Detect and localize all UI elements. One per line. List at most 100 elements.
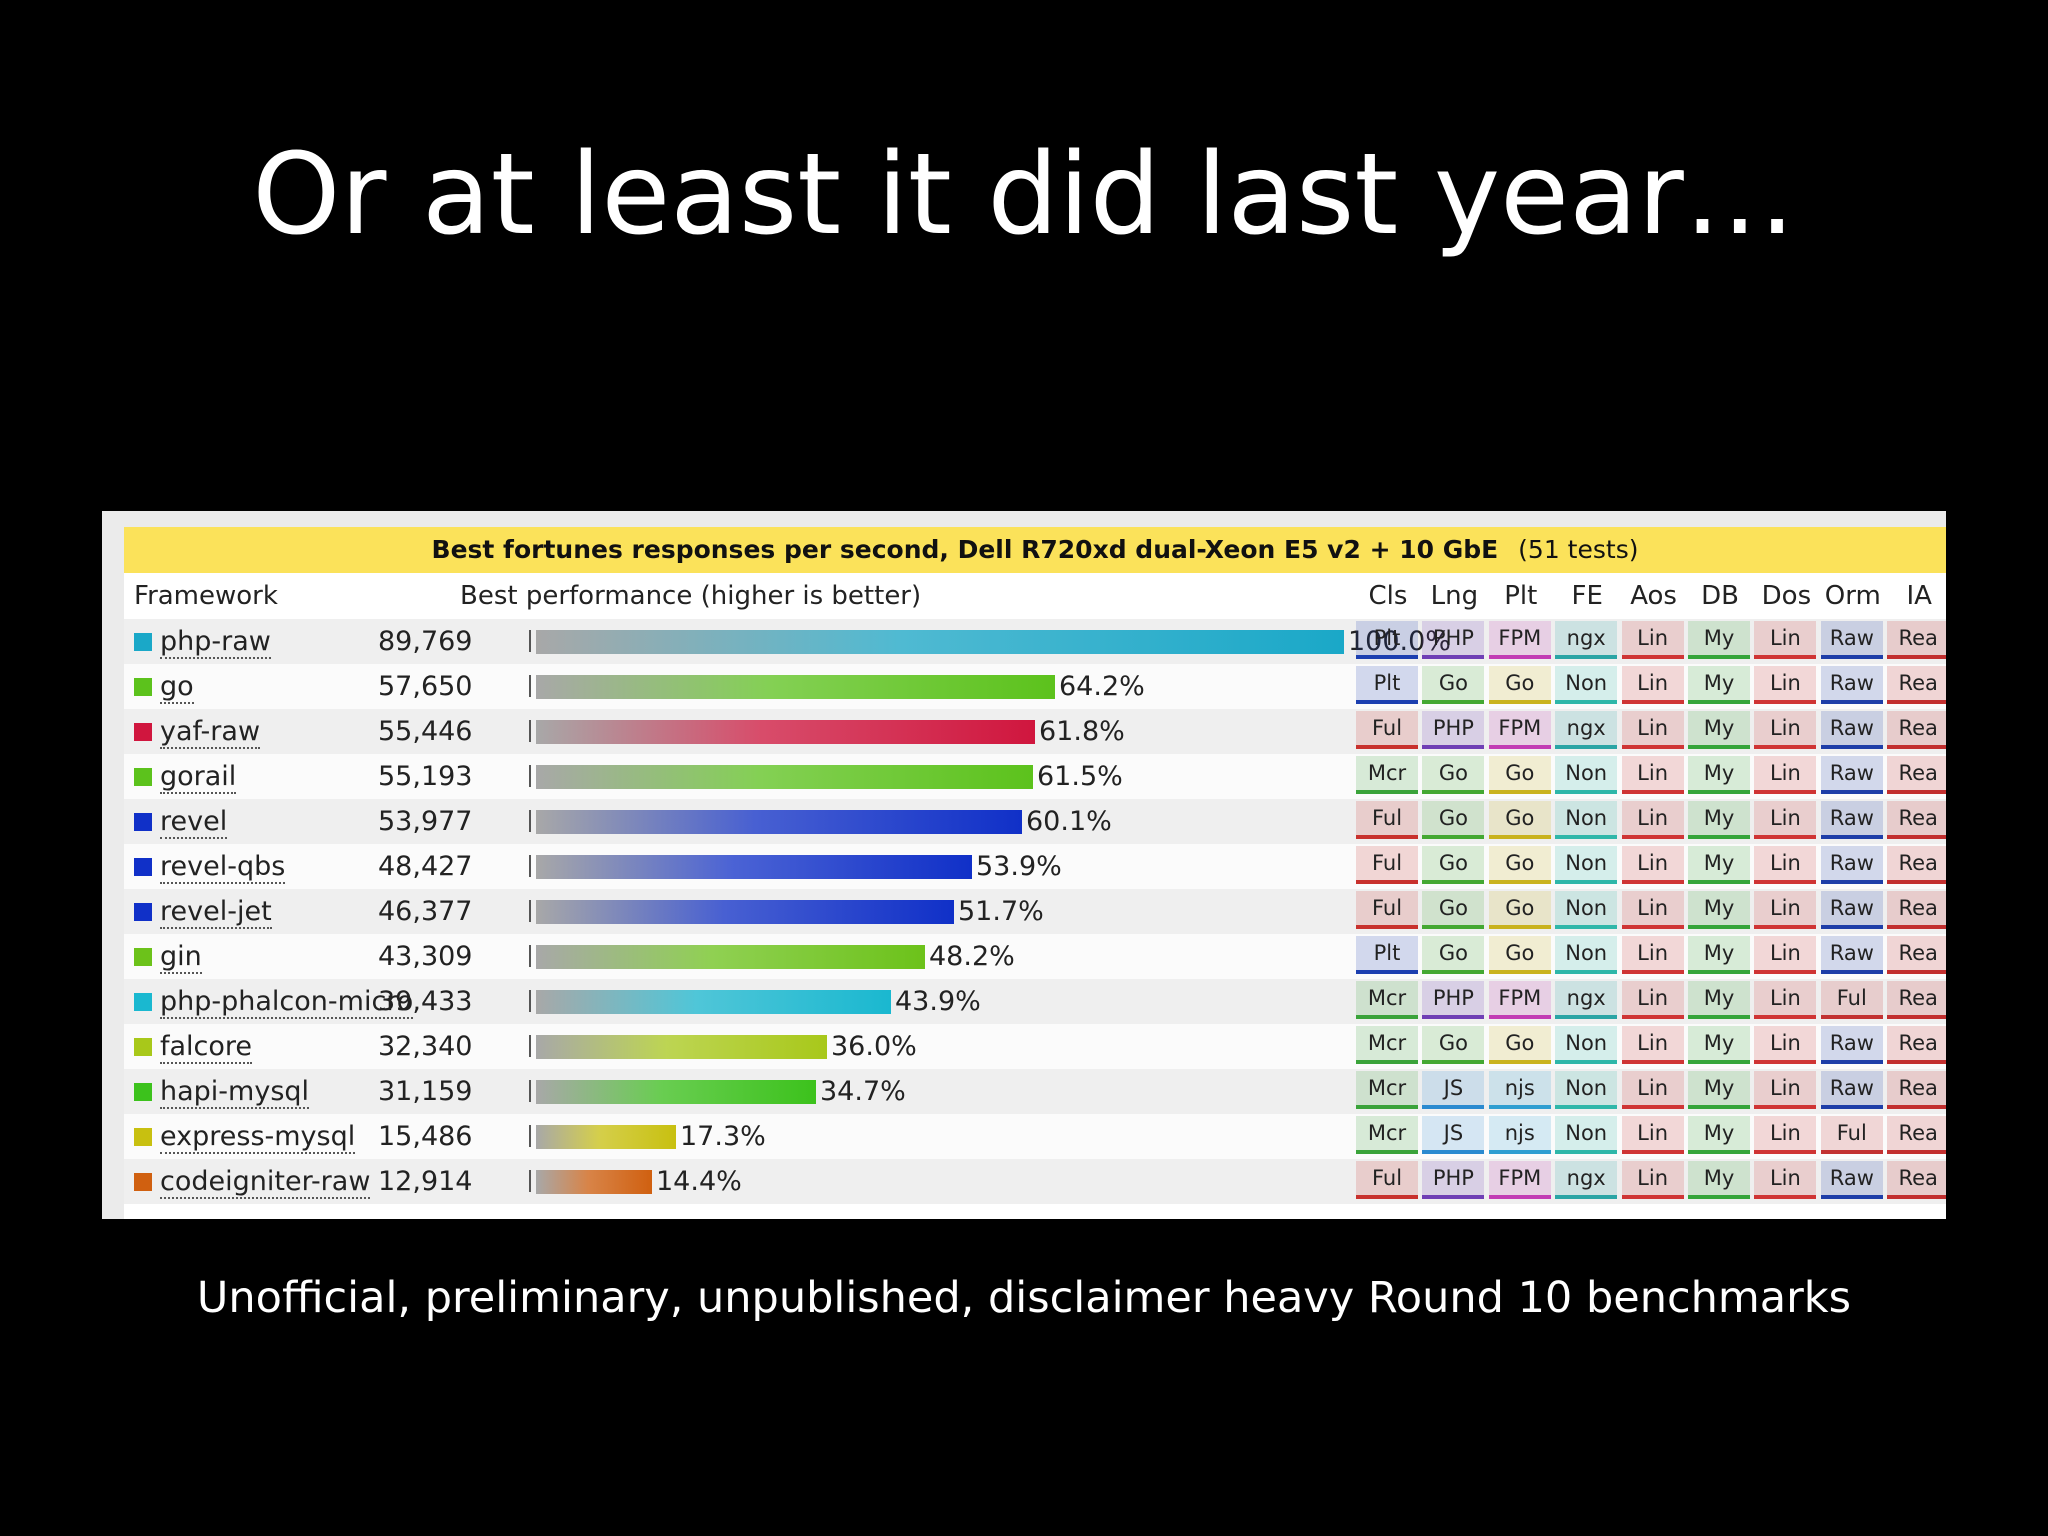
framework-name: yaf-raw	[160, 716, 261, 749]
attr-cell-fe: Non	[1555, 1026, 1618, 1064]
legend-swatch	[134, 903, 152, 921]
attr-cell-fe: ngx	[1555, 711, 1618, 749]
percent-label: 61.5%	[1037, 761, 1123, 792]
table-heading-title: Best fortunes responses per second, Dell…	[431, 535, 1499, 564]
attr-cell-dos: Lin	[1754, 621, 1817, 659]
slide-caption: Unofficial, preliminary, unpublished, di…	[196, 1273, 1852, 1323]
framework-name: express-mysql	[160, 1121, 356, 1154]
table-row: revel 53,977 60.1% Ful Go Go Non Lin My Lin Raw Rea	[124, 799, 1946, 844]
framework-link[interactable]: falcore	[160, 1024, 253, 1069]
attr-column-header-db: DB	[1701, 581, 1739, 611]
performance-bar	[536, 1170, 652, 1194]
attr-cell-lng: Go	[1422, 666, 1485, 704]
bar-origin-tick	[529, 990, 531, 1012]
percent-label: 17.3%	[680, 1121, 766, 1152]
attr-cell-dos: Lin	[1754, 666, 1817, 704]
performance-value: 46,377	[378, 896, 473, 927]
attr-cell-fe: Non	[1555, 936, 1618, 974]
attr-cell-plt: FPM	[1488, 1161, 1551, 1199]
bar-origin-tick	[529, 855, 531, 877]
percent-label: 48.2%	[929, 941, 1015, 972]
framework-link[interactable]: revel-jet	[160, 889, 272, 934]
attr-cell-dos: Lin	[1754, 936, 1817, 974]
performance-bar	[536, 1080, 816, 1104]
legend-swatch	[134, 768, 152, 786]
framework-name: falcore	[160, 1031, 253, 1064]
performance-bar	[536, 630, 1344, 654]
framework-link[interactable]: revel-qbs	[160, 844, 286, 889]
attr-cell-dos: Lin	[1754, 756, 1817, 794]
framework-link[interactable]: revel	[160, 799, 228, 844]
attr-cell-plt: njs	[1488, 1116, 1551, 1154]
attr-cell-ia: Rea	[1887, 621, 1946, 659]
framework-link[interactable]: express-mysql	[160, 1114, 356, 1159]
attr-cell-cls: Ful	[1356, 891, 1418, 929]
framework-link[interactable]: yaf-raw	[160, 709, 261, 754]
performance-bar	[536, 945, 925, 969]
percent-label: 61.8%	[1039, 716, 1125, 747]
attr-cell-plt: FPM	[1488, 711, 1551, 749]
attr-cell-fe: Non	[1555, 1116, 1618, 1154]
performance-value: 55,446	[378, 716, 473, 747]
attr-column-header-aos: Aos	[1630, 581, 1677, 611]
attr-cell-aos: Lin	[1621, 711, 1684, 749]
framework-link[interactable]: php-phalcon-micro	[160, 979, 414, 1024]
framework-link[interactable]: go	[160, 664, 194, 709]
legend-swatch	[134, 858, 152, 876]
framework-link[interactable]: php-raw	[160, 619, 271, 664]
attr-cell-cls: Mcr	[1356, 1116, 1418, 1154]
attr-cell-aos: Lin	[1621, 1026, 1684, 1064]
performance-value: 31,159	[378, 1076, 473, 1107]
attr-cell-lng: PHP	[1422, 1161, 1485, 1199]
bar-origin-tick	[529, 1080, 531, 1102]
attr-cell-ia: Rea	[1887, 711, 1946, 749]
attr-cell-aos: Lin	[1621, 936, 1684, 974]
attr-cell-aos: Lin	[1621, 1116, 1684, 1154]
percent-label: 53.9%	[976, 851, 1062, 882]
table-row: hapi-mysql 31,159 34.7% Mcr JS njs Non Lin My Lin…	[124, 1069, 1946, 1114]
test-count: (51 tests)	[1518, 535, 1639, 564]
framework-name: go	[160, 671, 194, 704]
legend-swatch	[134, 1128, 152, 1146]
legend-swatch	[134, 813, 152, 831]
legend-swatch	[134, 993, 152, 1011]
attr-cell-fe: Non	[1555, 666, 1618, 704]
attr-cell-plt: Go	[1488, 891, 1551, 929]
framework-link[interactable]: codeigniter-raw	[160, 1159, 371, 1204]
table-row: php-raw 89,769 100.0% Plt PHP FPM ngx Lin My Lin R…	[124, 619, 1946, 664]
attr-cell-orm: Raw	[1820, 711, 1883, 749]
bar-origin-tick	[529, 765, 531, 787]
table-row: express-mysql 15,486 17.3% Mcr JS njs Non Lin My…	[124, 1114, 1946, 1159]
attr-cell-fe: Non	[1555, 756, 1618, 794]
attr-cell-db: My	[1688, 891, 1750, 929]
framework-link[interactable]: gin	[160, 934, 202, 979]
attr-cell-ia: Rea	[1887, 756, 1946, 794]
attr-cell-orm: Raw	[1820, 891, 1883, 929]
framework-link[interactable]: gorail	[160, 754, 237, 799]
attr-cell-orm: Raw	[1820, 1026, 1883, 1064]
performance-value: 43,309	[378, 941, 473, 972]
performance-value: 57,650	[378, 671, 473, 702]
framework-name: php-raw	[160, 626, 271, 659]
framework-link[interactable]: hapi-mysql	[160, 1069, 310, 1114]
table-row: gin 43,309 48.2% Plt Go Go Non Lin My Lin Raw Rea	[124, 934, 1946, 979]
attr-cell-lng: Go	[1422, 756, 1485, 794]
attr-cell-db: My	[1688, 621, 1750, 659]
attr-cell-aos: Lin	[1621, 756, 1684, 794]
attr-cell-orm: Raw	[1820, 846, 1883, 884]
framework-name: revel-qbs	[160, 851, 286, 884]
bar-origin-tick	[529, 1125, 531, 1147]
attr-column-header-orm: Orm	[1824, 581, 1881, 611]
attr-cell-ia: Rea	[1887, 891, 1946, 929]
attr-cell-db: My	[1688, 756, 1750, 794]
attr-cell-db: My	[1688, 981, 1750, 1019]
attr-cell-cls: Ful	[1356, 801, 1418, 839]
performance-bar	[536, 765, 1033, 789]
attr-cell-fe: Non	[1555, 801, 1618, 839]
attr-cell-aos: Lin	[1621, 846, 1684, 884]
attr-cell-fe: Non	[1555, 1071, 1618, 1109]
attr-cell-ia: Rea	[1887, 666, 1946, 704]
attr-cell-lng: JS	[1422, 1116, 1485, 1154]
legend-swatch	[134, 633, 152, 651]
attr-cell-db: My	[1688, 666, 1750, 704]
